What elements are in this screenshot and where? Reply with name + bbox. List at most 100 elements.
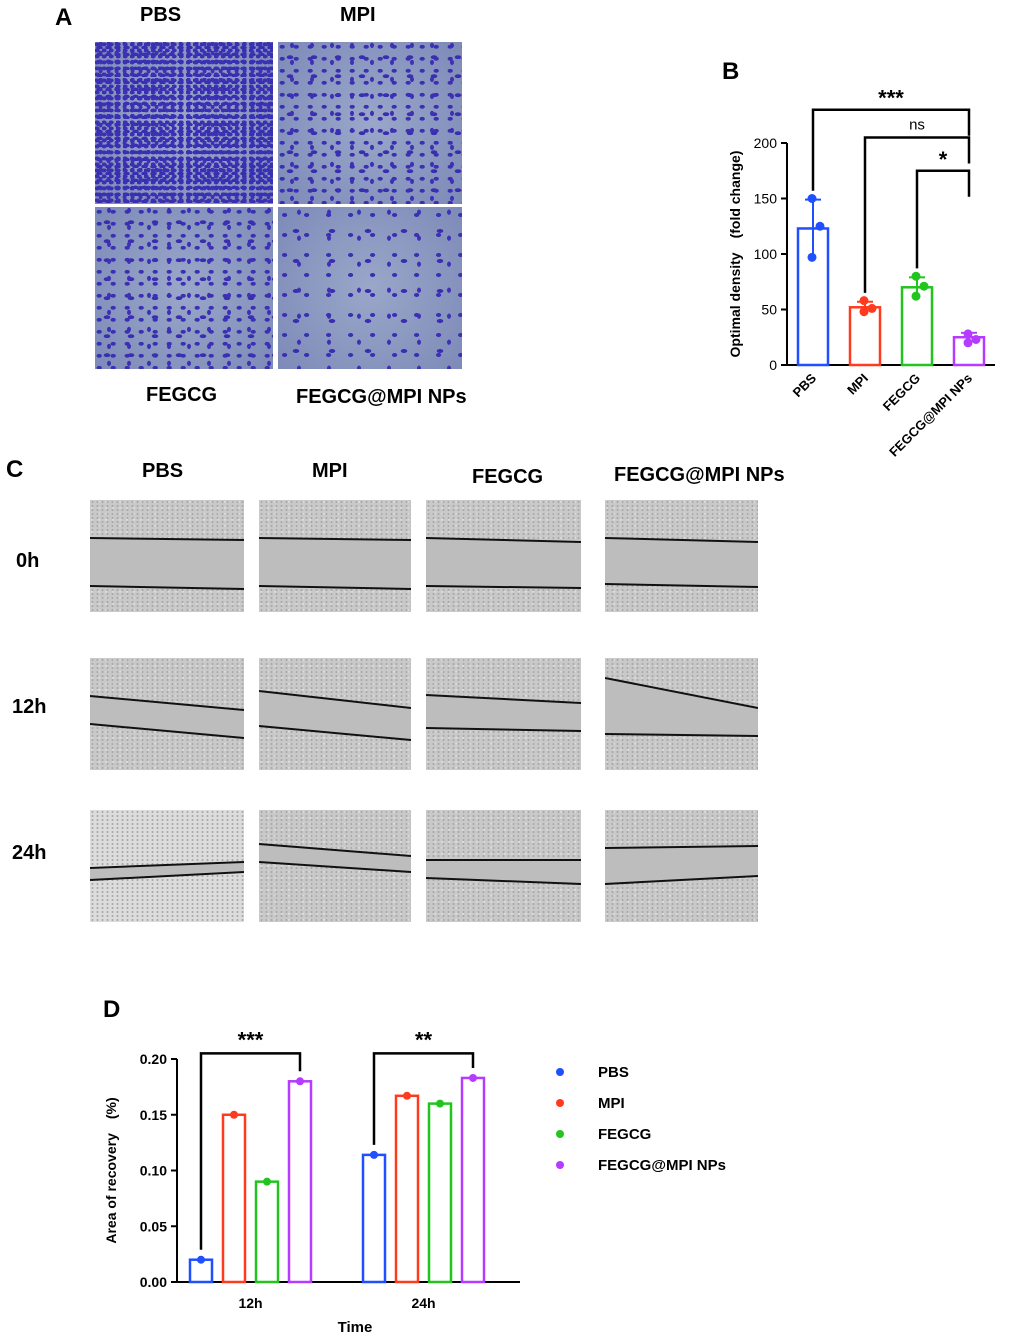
column-label-fegcg: FEGCG <box>472 466 544 488</box>
y-tick-label: 100 <box>754 246 778 262</box>
x-axis-label: Time <box>338 1319 373 1336</box>
x-tick-label: MPI <box>844 371 871 398</box>
chart-d: 0.00 0.05 0.10 0.15 0.20 Area of recovery (%)… <box>103 1027 726 1336</box>
data-point <box>296 1077 304 1086</box>
legend-label: FEGCG <box>598 1126 651 1143</box>
column-label-pbs: PBS <box>142 460 184 482</box>
wound-gap <box>426 860 581 884</box>
label-pbs: PBS <box>140 4 182 26</box>
significance-label: ** <box>415 1027 433 1052</box>
data-point <box>859 296 869 306</box>
data-point <box>919 281 929 291</box>
y-tick-label: 0 <box>769 357 777 373</box>
wound-edge-line <box>426 694 581 704</box>
y-tick-label: 0.00 <box>140 1274 167 1290</box>
wound-image-12h-1 <box>259 658 411 770</box>
wound-image-24h-1 <box>259 810 411 922</box>
wound-image-12h-2 <box>426 658 581 770</box>
wound-edge-line <box>90 723 244 739</box>
transwell-image-pbs <box>95 42 273 204</box>
wound-edge-line <box>426 727 581 732</box>
data-point <box>230 1110 238 1119</box>
data-point <box>911 291 921 301</box>
legend-marker <box>556 1161 564 1169</box>
row-label-24h: 24h <box>12 842 47 864</box>
significance-bracket <box>372 1052 475 1145</box>
data-point <box>859 307 869 317</box>
bar <box>460 1076 486 1284</box>
bar <box>427 1102 453 1284</box>
wound-edge-line <box>90 695 244 711</box>
bar <box>394 1094 420 1284</box>
data-point <box>469 1073 477 1082</box>
panel-letter-b: B <box>722 58 740 85</box>
significance-bracket <box>811 108 971 191</box>
wound-image-24h-2 <box>426 810 581 922</box>
wound-image-0h-1 <box>259 500 411 612</box>
wound-image-0h-2 <box>426 500 581 612</box>
label-mpi: MPI <box>340 4 376 26</box>
significance-bracket <box>863 136 971 293</box>
wound-edge-line <box>426 537 581 543</box>
wound-gap <box>426 695 581 731</box>
legend-marker <box>556 1130 564 1138</box>
y-axis-label: Optimal density (fold change) <box>727 151 743 358</box>
wound-gap <box>426 538 581 588</box>
transwell-image-combo <box>278 207 462 369</box>
significance-bracket <box>915 169 971 269</box>
wound-image-0h-3 <box>605 500 758 612</box>
legend-marker <box>556 1099 564 1107</box>
wound-gap <box>259 691 411 740</box>
panel-letter-d: D <box>103 996 121 1023</box>
wound-edge-line <box>90 861 244 869</box>
bar <box>361 1153 387 1284</box>
row-label-0h: 0h <box>16 550 40 572</box>
significance-label: *** <box>238 1027 264 1052</box>
wound-edge-line <box>426 585 581 589</box>
data-point <box>963 329 973 339</box>
wound-gap <box>605 538 758 587</box>
data-point <box>867 303 877 313</box>
wound-edge-line <box>605 537 758 543</box>
wound-image-12h-0 <box>90 658 244 770</box>
y-tick-label: 200 <box>754 135 778 151</box>
wound-edge-line <box>259 690 411 709</box>
y-tick-label: 50 <box>761 302 777 318</box>
data-point <box>263 1177 271 1186</box>
wound-gap <box>605 846 758 884</box>
data-point <box>436 1099 444 1108</box>
data-point <box>807 194 817 203</box>
data-point <box>911 271 921 281</box>
y-tick-label: 150 <box>754 191 778 207</box>
wound-edge-line <box>259 537 411 541</box>
label-fegcg: FEGCG <box>146 384 218 406</box>
wound-image-24h-3 <box>605 810 758 922</box>
label-combo: FEGCG@MPI NPs <box>296 386 467 408</box>
significance-label: ns <box>909 116 925 133</box>
data-point <box>971 334 981 344</box>
wound-edge-line <box>90 585 244 590</box>
y-tick-label: 0.15 <box>140 1107 167 1123</box>
wound-edge-line <box>605 875 758 885</box>
wound-gap <box>259 538 411 589</box>
wound-edge-line <box>259 861 411 873</box>
wound-edge-line <box>259 585 411 590</box>
legend-label: PBS <box>598 1064 629 1081</box>
x-tick-label: PBS <box>790 370 820 400</box>
y-tick-label: 0.05 <box>140 1218 167 1234</box>
wound-gap <box>605 678 758 736</box>
y-tick-label: 0.20 <box>140 1051 167 1067</box>
bar <box>287 1080 313 1284</box>
y-tick-label: 0.10 <box>140 1163 167 1179</box>
data-point <box>963 338 973 348</box>
transwell-image-fegcg <box>95 207 273 369</box>
bar <box>254 1180 280 1284</box>
legend-label: FEGCG@MPI NPs <box>598 1157 726 1174</box>
legend-marker <box>556 1068 564 1076</box>
wound-edge-line <box>605 845 758 849</box>
bar <box>221 1113 247 1284</box>
wound-gap <box>90 538 244 589</box>
data-point <box>370 1150 378 1159</box>
row-label-12h: 12h <box>12 696 47 718</box>
x-tick-label: 24h <box>411 1295 435 1311</box>
